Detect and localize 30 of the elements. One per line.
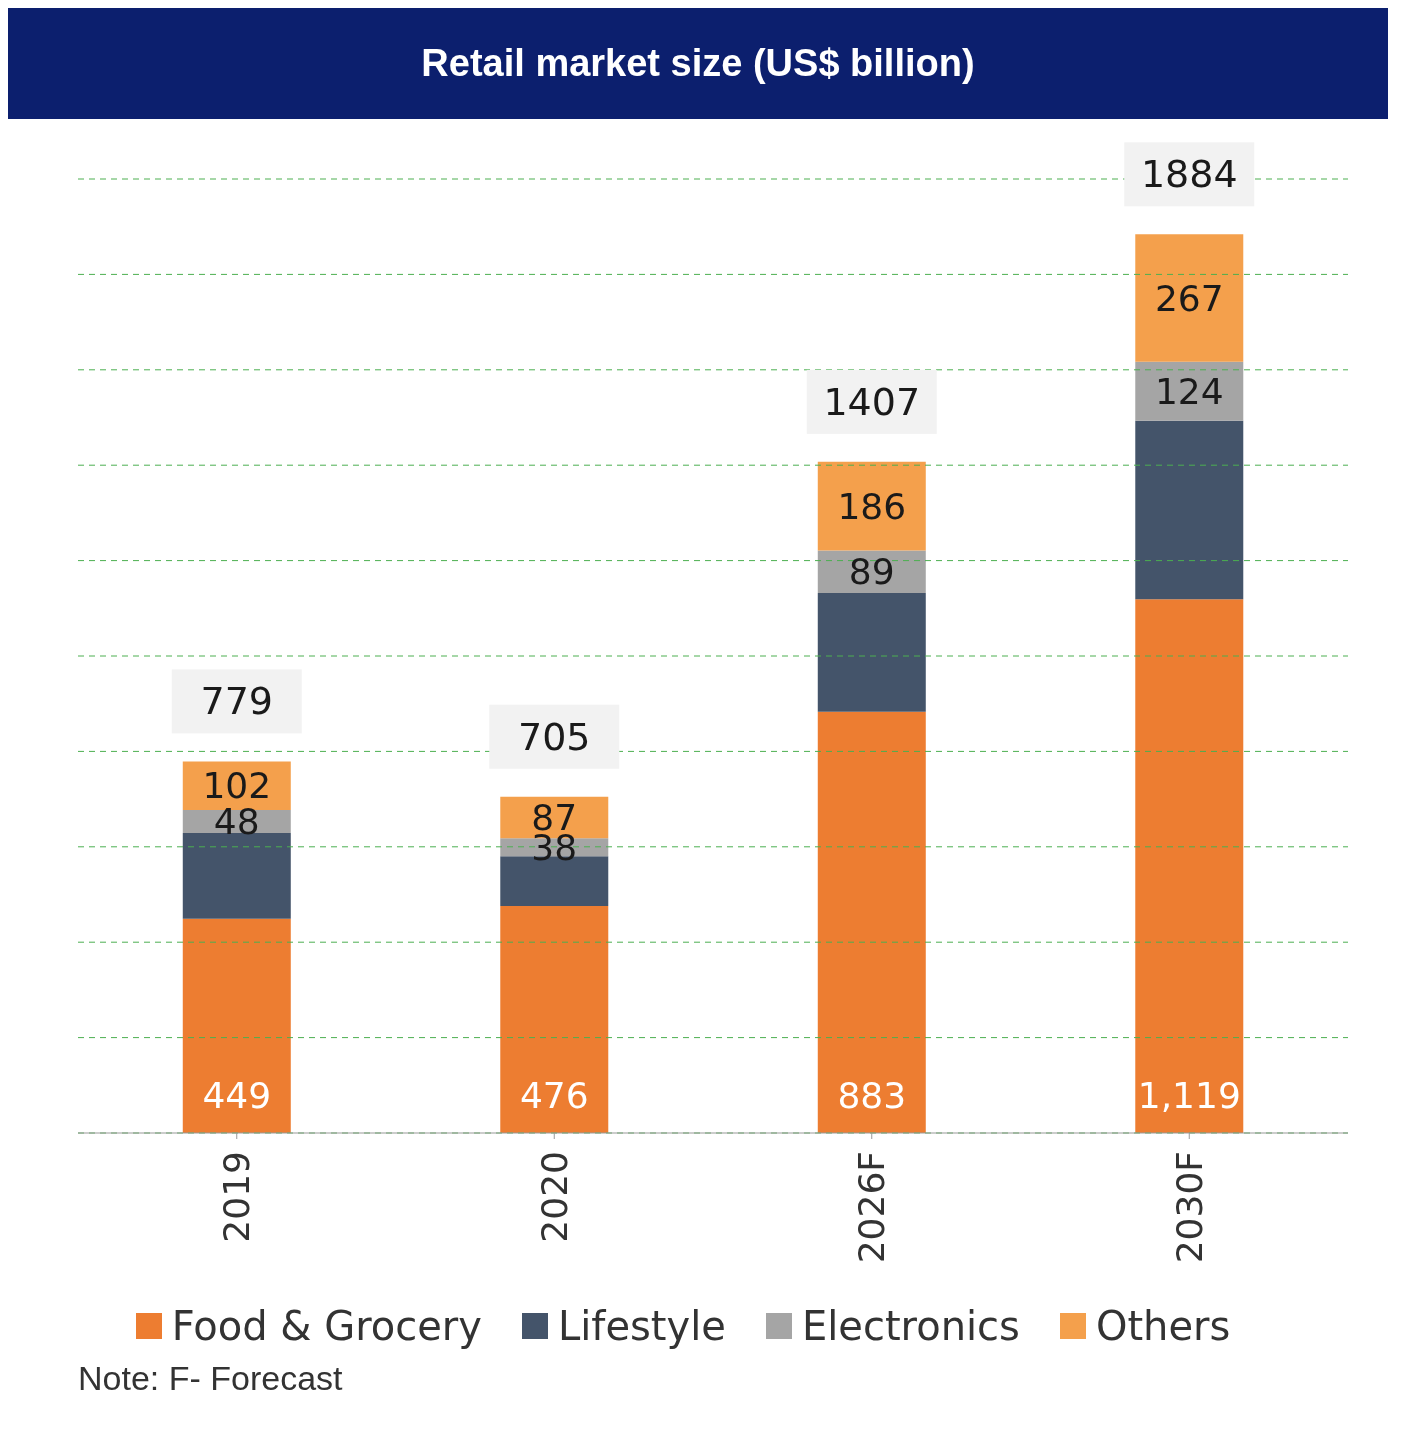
total-label: 1407 (823, 379, 921, 424)
bar (182, 918, 291, 1133)
data-label: 124 (1154, 370, 1224, 412)
total-label: 705 (518, 714, 591, 759)
data-label: 476 (519, 1074, 589, 1116)
legend-label: Food & Grocery (171, 1303, 482, 1349)
x-tick-label: 2020 (533, 1151, 575, 1243)
x-tick-label: 2026F (851, 1151, 893, 1264)
x-tick-label: 2030F (1168, 1151, 1210, 1264)
data-label: 267 (1154, 277, 1224, 319)
bar (817, 461, 926, 551)
bar (1135, 234, 1244, 362)
bar (1135, 599, 1244, 1133)
data-label: 883 (837, 1074, 907, 1116)
bar (817, 593, 926, 712)
data-label: 89 (848, 551, 895, 593)
legend-label: Electronics (801, 1303, 1020, 1349)
chart-title: Retail market size (US$ billion) (8, 8, 1388, 119)
legend-label: Lifestyle (557, 1303, 726, 1349)
data-label: 186 (837, 485, 907, 527)
x-tick-label: 2019 (216, 1151, 258, 1243)
data-label: 449 (202, 1074, 272, 1116)
total-label: 1884 (1140, 152, 1238, 197)
legend-label: Others (1095, 1303, 1231, 1349)
total-label: 779 (200, 679, 274, 724)
bar (1135, 420, 1244, 600)
bar (817, 711, 926, 1133)
text: Note: F- Forecast (77, 1359, 344, 1398)
data-label: 1,119 (1137, 1074, 1241, 1116)
bar (500, 905, 609, 1133)
